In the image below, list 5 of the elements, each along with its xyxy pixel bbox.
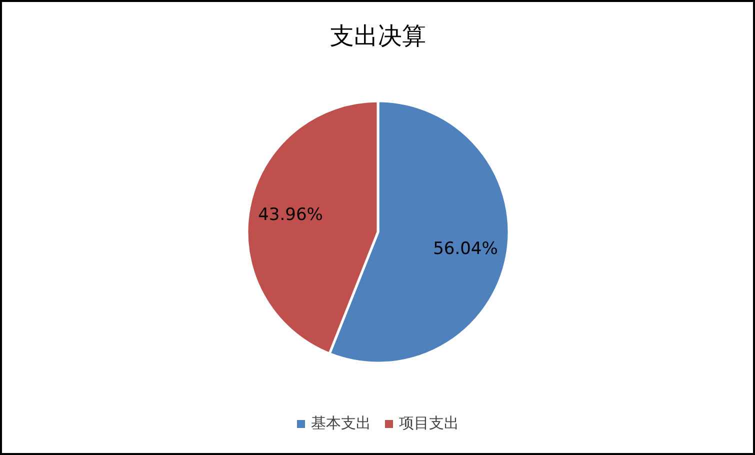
legend-label: 基本支出 (311, 415, 371, 432)
chart-title: 支出决算 (330, 24, 426, 50)
legend-label: 项目支出 (399, 415, 459, 432)
data-label: 56.04% (433, 238, 498, 259)
data-label: 43.96% (258, 205, 323, 226)
